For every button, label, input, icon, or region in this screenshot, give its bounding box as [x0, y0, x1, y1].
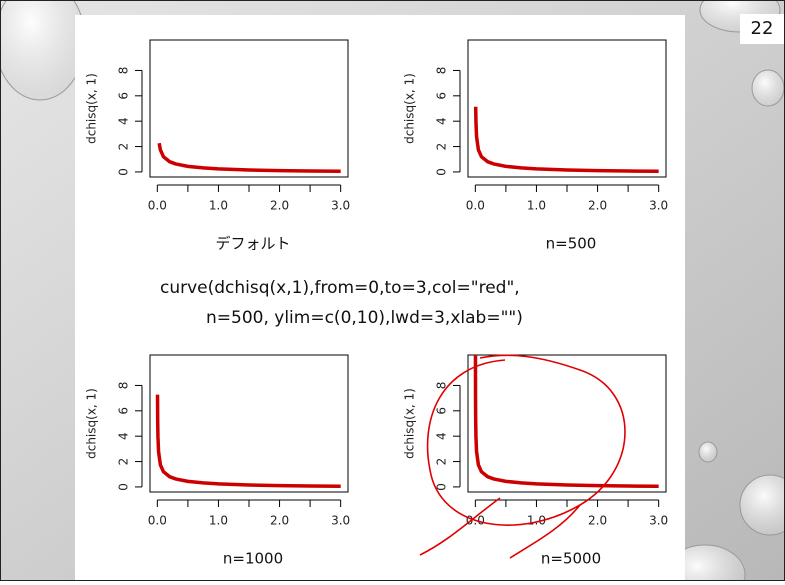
water-drop [751, 69, 785, 107]
caption: デフォルト [215, 235, 290, 253]
page-number-box [740, 14, 784, 44]
curve [157, 142, 341, 174]
y-tick-label: 8 [117, 67, 131, 75]
y-tick-label: 4 [117, 117, 131, 125]
curve [473, 355, 659, 489]
y-tick-label: 6 [117, 407, 131, 415]
y-tick-label: 0 [117, 483, 131, 491]
y-tick-label: 6 [435, 407, 449, 415]
y-tick-label: 6 [117, 92, 131, 100]
plot-panel: 0.0 1.0 2.0 3.0 0 2 4 6 8 dchisq(x, 1) n=1000 [85, 354, 350, 568]
water-drop [698, 441, 718, 463]
x-tick-label: 2.0 [270, 514, 289, 528]
code-line: n=500, ylim=c(0,10),lwd=3,xlab="") [206, 308, 523, 328]
plot-panel: 0.0 1.0 2.0 3.0 0 2 4 6 8 dchisq(x, 1) n=500 [403, 39, 668, 253]
plot-box [149, 354, 349, 493]
y-tick-label: 2 [117, 458, 131, 466]
caption: n=5000 [541, 550, 601, 568]
x-tick-label: 0.0 [148, 514, 167, 528]
y-tick-label: 8 [117, 382, 131, 390]
x-tick-label: 0.0 [148, 199, 167, 213]
x-tick-label: 3.0 [331, 199, 350, 213]
x-tick-label: 1.0 [209, 199, 228, 213]
x-tick-label: 3.0 [649, 199, 668, 213]
x-tick-label: 3.0 [649, 514, 668, 528]
y-tick-label: 4 [435, 117, 449, 125]
y-tick-label: 2 [117, 143, 131, 151]
x-tick-label: 2.0 [270, 199, 289, 213]
y-tick-label: 4 [117, 432, 131, 440]
x-tick-label: 2.0 [588, 514, 607, 528]
x-tick-label: 1.0 [209, 514, 228, 528]
y-tick-label: 8 [435, 382, 449, 390]
x-tick-label: 1.0 [527, 199, 546, 213]
x-tick-label: 0.0 [466, 199, 485, 213]
hand-drawn-circle [419, 354, 626, 559]
curve [473, 106, 659, 174]
x-tick-label: 3.0 [331, 514, 350, 528]
page-number: 22 [751, 18, 774, 39]
x-tick-label: 2.0 [588, 199, 607, 213]
y-axis-label: dchisq(x, 1) [85, 73, 99, 144]
caption: n=500 [546, 235, 597, 253]
x-tick-label: 1.0 [527, 514, 546, 528]
y-tick-label: 6 [435, 92, 449, 100]
y-axis-label: dchisq(x, 1) [403, 73, 417, 144]
y-tick-label: 0 [435, 168, 449, 176]
y-tick-label: 4 [435, 432, 449, 440]
y-tick-label: 2 [435, 458, 449, 466]
caption: n=1000 [223, 550, 283, 568]
curve [155, 394, 341, 489]
y-tick-label: 0 [435, 483, 449, 491]
plot-panel: 0.0 1.0 2.0 3.0 0 2 4 6 8 dchisq(x, 1) デフォルト [85, 39, 350, 253]
y-axis-label: dchisq(x, 1) [403, 388, 417, 459]
plot-box [467, 39, 667, 178]
code-line: curve(dchisq(x,1),from=0,to=3,col="red", [160, 278, 520, 298]
plot-box [467, 354, 667, 493]
y-axis-label: dchisq(x, 1) [85, 388, 99, 459]
plot-box [149, 39, 349, 178]
y-tick-label: 8 [435, 67, 449, 75]
y-tick-label: 2 [435, 143, 449, 151]
water-drop [739, 474, 785, 536]
y-tick-label: 0 [117, 168, 131, 176]
